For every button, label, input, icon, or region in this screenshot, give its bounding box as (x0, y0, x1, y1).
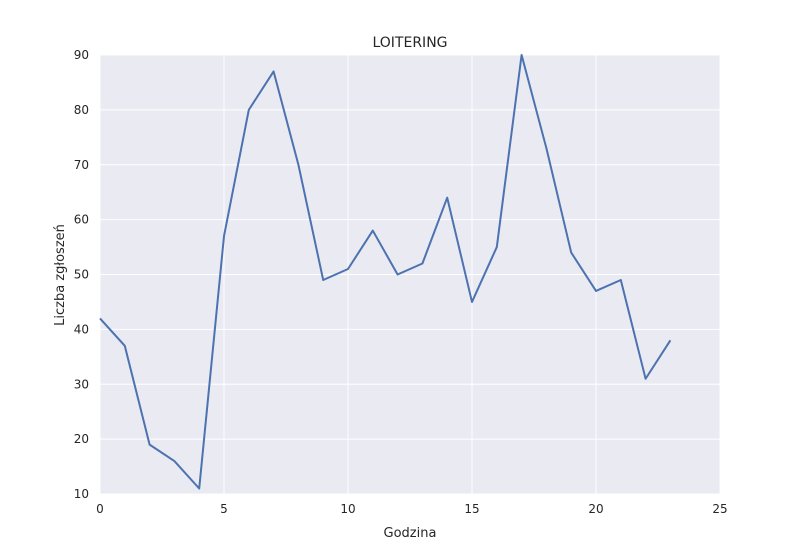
x-axis-label: Godzina (384, 526, 437, 541)
chart-title: LOITERING (372, 35, 447, 51)
y-tick-label: 90 (74, 48, 89, 62)
y-tick-label: 50 (74, 268, 89, 282)
y-tick-label: 80 (74, 103, 89, 117)
y-axis-ticks: 10 20 30 40 50 60 70 80 90 (74, 48, 89, 501)
x-tick-label: 20 (588, 502, 603, 516)
y-tick-label: 20 (74, 432, 89, 446)
x-tick-label: 25 (712, 502, 727, 516)
y-tick-label: 40 (74, 322, 89, 336)
x-tick-label: 5 (220, 502, 228, 516)
series-line (99, 54, 672, 490)
x-tick-label: 10 (340, 502, 355, 516)
series-layer (99, 54, 672, 490)
x-tick-label: 15 (464, 502, 479, 516)
y-tick-label: 70 (74, 158, 89, 172)
y-tick-label: 60 (74, 213, 89, 227)
y-tick-label: 30 (74, 377, 89, 391)
x-tick-label: 0 (96, 502, 104, 516)
x-axis-ticks: 0 5 10 15 20 25 (96, 502, 727, 516)
y-axis-label: Liczba zgłoszeń (53, 224, 68, 326)
y-tick-label: 10 (74, 487, 89, 501)
